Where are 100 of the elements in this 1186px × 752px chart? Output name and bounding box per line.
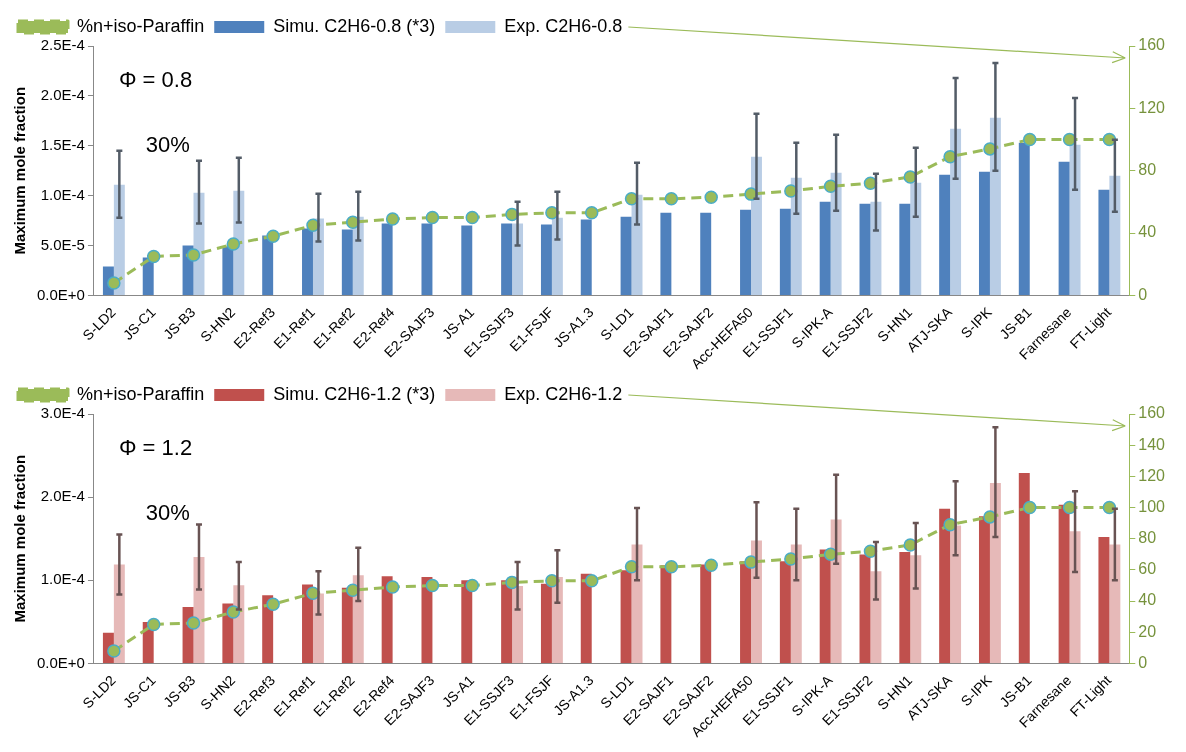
bar [620,216,632,295]
y-axis-title: Maximum mole fraction [11,454,29,623]
bar [899,203,911,295]
y-tick-label: 0.0E+0 [36,285,85,303]
annotation: Φ = 0.8 [118,67,193,93]
bar [302,228,313,295]
legend-label: %n+iso-Paraffin [77,15,205,36]
legend-label: Exp. C2H6-0.8 [504,15,623,36]
point [385,580,400,594]
bar [859,554,871,663]
bar [1098,189,1110,295]
bar [779,561,791,663]
bar [939,174,951,295]
point [584,574,599,588]
bar [551,217,563,295]
bar [620,570,632,663]
y-tick-label: 1.0E-4 [40,185,85,203]
bar [381,223,393,295]
y-tick-label: 2.5E-4 [40,36,85,54]
point [664,560,679,574]
annotation: 30% [145,131,190,157]
annotation: Φ = 1.2 [118,435,193,461]
bar [461,580,473,663]
bar [540,224,552,295]
legend-label: Exp. C2H6-1.2 [504,383,623,404]
bar [700,564,712,663]
bar [910,182,922,295]
bar [1069,531,1081,663]
bar [899,552,911,663]
y-tick-label: 0.0E+0 [36,653,85,671]
point [704,558,718,572]
bar [461,225,473,295]
y2-tick-label: 140 [1138,435,1166,453]
y2-tick-label: 160 [1138,36,1166,54]
point [704,190,718,204]
bar [660,565,672,663]
y-tick-label: 1.0E-4 [40,570,85,588]
point [584,206,599,220]
bar [978,516,990,663]
bar [1109,544,1121,663]
bar [580,573,592,663]
point [1023,132,1037,147]
bar [1098,537,1110,663]
bar [910,555,922,663]
point [146,249,161,264]
bar [540,583,552,663]
y-tick-label: 3.0E-4 [40,404,85,422]
bar [819,549,831,663]
bar [1018,142,1030,295]
y2-tick-label: 60 [1138,560,1157,578]
y-tick-label: 2.0E-4 [40,86,85,104]
bar [859,203,871,295]
point [107,644,121,658]
y2-tick-label: 0 [1138,653,1148,671]
bar [1058,504,1070,663]
legend-label: %n+iso-Paraffin [77,383,205,404]
point [1102,132,1117,147]
point [664,192,679,206]
y-tick-label: 2.0E-4 [40,487,85,505]
point [465,210,480,225]
point [186,616,201,630]
bar [341,229,353,295]
y2-tick-label: 40 [1138,591,1157,609]
y-tick-label: 5.0E-5 [40,235,85,253]
y2-tick-label: 80 [1138,161,1157,179]
bar [779,208,791,295]
bar [740,209,752,295]
bar [700,212,712,295]
bar [939,508,951,663]
annotation: 30% [145,499,190,525]
bar [341,587,353,663]
point [385,212,400,226]
point [425,578,440,593]
y2-tick-label: 100 [1138,497,1166,515]
y2-tick-label: 120 [1138,98,1166,116]
bar [978,171,990,295]
y-tick-label: 1.5E-4 [40,135,85,153]
bar [501,223,513,295]
legend-label: Simu. C2H6-0.8 (*3) [273,15,436,36]
point [465,578,480,593]
bar [262,235,274,295]
bar [501,580,513,663]
y-axis-title: Maximum mole fraction [11,86,29,255]
point [146,617,161,632]
bar [421,576,433,663]
point [425,210,440,225]
bar [381,576,393,663]
y2-tick-label: 40 [1138,223,1157,241]
point [226,605,241,619]
y2-tick-label: 20 [1138,622,1157,640]
y2-tick-label: 160 [1138,404,1166,422]
bar [1058,161,1070,295]
bar [580,219,592,295]
bar [1018,473,1030,663]
bar [870,571,882,663]
point [226,237,241,251]
point [1023,500,1037,515]
bar [740,561,752,663]
bar [302,584,313,663]
point [1102,500,1117,515]
